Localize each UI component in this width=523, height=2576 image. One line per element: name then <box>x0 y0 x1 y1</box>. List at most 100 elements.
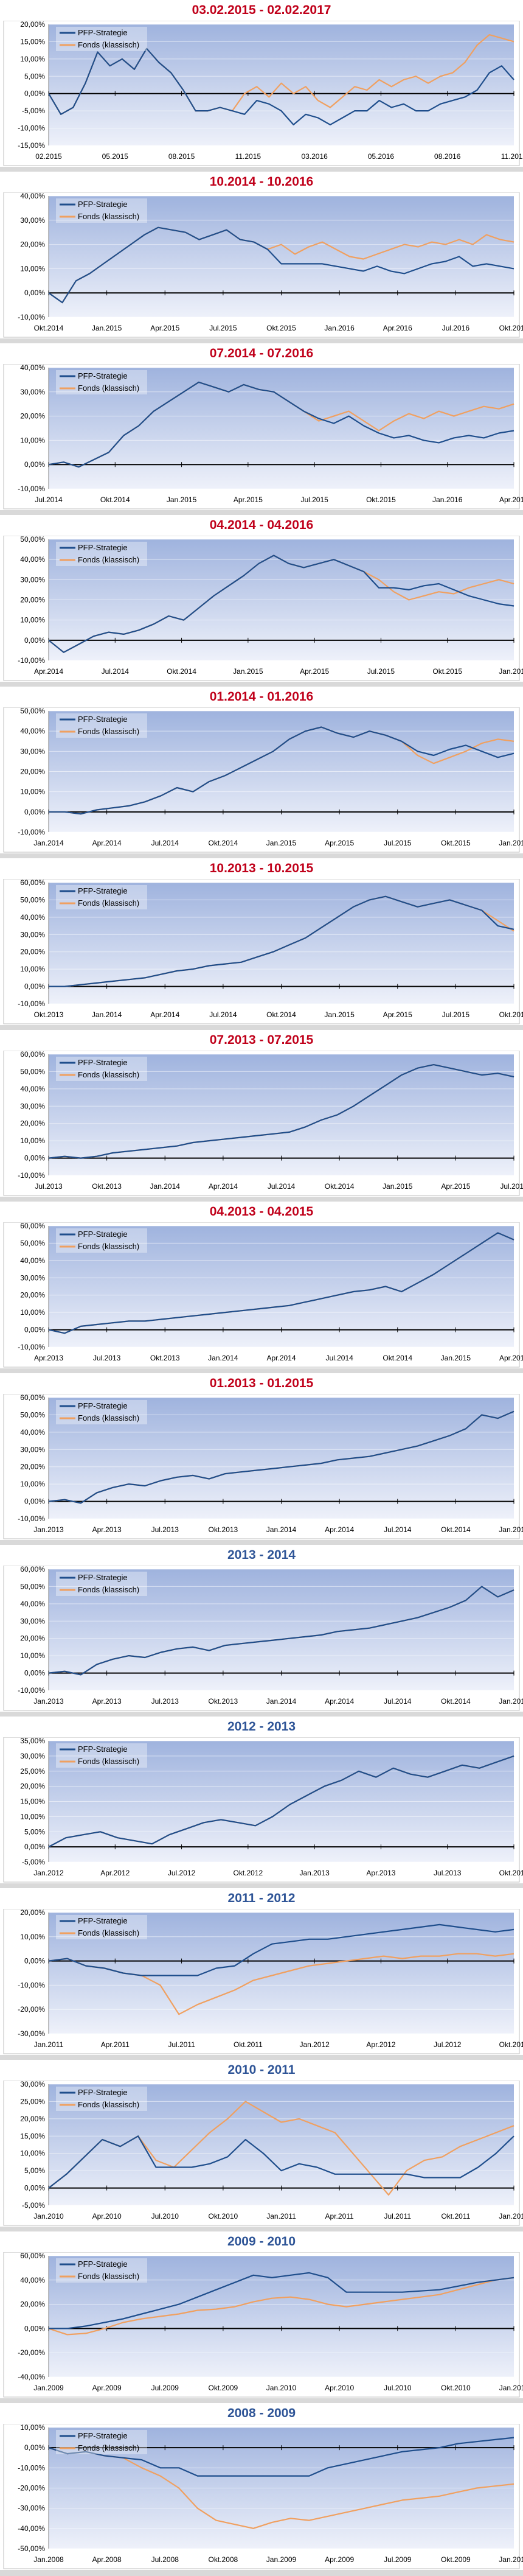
y-tick-label: 10,00% <box>20 788 45 796</box>
legend-box <box>56 1400 147 1424</box>
y-tick-label: 30,00% <box>20 747 45 755</box>
y-tick-label: 40,00% <box>20 364 45 372</box>
y-tick-label: 0,00% <box>24 636 45 645</box>
x-tick-label: 08.2016 <box>434 152 461 161</box>
y-tick-label: -40,00% <box>18 2524 45 2533</box>
x-tick-label: Jul.2014 <box>268 1182 296 1191</box>
x-tick-label: Jan.2015 <box>383 1182 413 1191</box>
line-chart: 10,00% 0,00% -10,00% -20,00% -30,00% -40,00% -… <box>3 2424 523 2569</box>
y-tick-label: 15,00% <box>20 37 45 46</box>
chart-panel: 10.2014 - 10.2016 40,00% 30,00% 20,00% 10,00… <box>0 172 523 338</box>
x-tick-label: Jul.2015 <box>442 1010 470 1019</box>
x-tick-label: Apr.2012 <box>366 2040 395 2049</box>
legend-label-pfp: PFP-Strategie <box>78 715 128 724</box>
legend-box <box>56 885 147 909</box>
series-line-pfp <box>48 1410 514 1504</box>
x-tick-label: Okt.2011 <box>234 2040 263 2049</box>
series-line-pfp <box>48 2135 514 2189</box>
legend-label-pfp: PFP-Strategie <box>78 543 128 552</box>
chart-title: 2010 - 2011 <box>227 2063 296 2077</box>
y-tick-label: 50,00% <box>20 707 45 715</box>
chart-title: 2009 - 2010 <box>227 2235 296 2249</box>
x-tick-label: Apr.2008 <box>92 2555 122 2564</box>
legend-box <box>56 713 147 738</box>
y-tick-label: 0,00% <box>24 1497 45 1506</box>
x-tick-label: Jan.2016 <box>324 324 355 332</box>
x-tick-label: Jul.2011 <box>168 2040 195 2049</box>
x-tick-label: Jan.2013 <box>33 1525 64 1534</box>
x-tick-label: Apr.2014 <box>150 1010 179 1019</box>
x-tick-label: Jan.2011 <box>499 2384 523 2392</box>
chart-title: 07.2014 - 07.2016 <box>209 346 314 360</box>
x-tick-label: Apr.2014 <box>209 1182 238 1191</box>
legend-label-fonds: Fonds (klassisch) <box>78 1070 139 1079</box>
legend: PFP-Strategie Fonds (klassisch) <box>56 885 147 909</box>
x-tick-label: Okt.2013 <box>499 1869 523 1877</box>
series-line-pfp <box>48 2437 514 2477</box>
x-tick-label: Jan.2013 <box>33 1697 64 1706</box>
y-tick-label: 10,00% <box>20 1651 45 1660</box>
y-tick-label: -50,00% <box>18 2544 45 2553</box>
legend-label-fonds: Fonds (klassisch) <box>78 40 139 49</box>
x-tick-label: Apr.2012 <box>100 1869 130 1877</box>
y-tick-label: 0,00% <box>24 2184 45 2193</box>
y-tick-label: 20,00% <box>20 21 45 29</box>
y-tick-label: 20,00% <box>20 1634 45 1643</box>
legend-label-fonds: Fonds (klassisch) <box>78 555 139 564</box>
y-tick-label: 10,00% <box>20 1812 45 1821</box>
y-tick-label: 0,00% <box>24 2443 45 2452</box>
x-tick-label: Jul.2014 <box>209 1010 237 1019</box>
y-tick-label: -40,00% <box>18 2373 45 2381</box>
chart-title: 10.2014 - 10.2016 <box>209 175 314 189</box>
x-tick-label: Jan.2015 <box>92 324 122 332</box>
chart-panel: 10.2013 - 10.2015 60,00% 50,00% 40,00% 30,00… <box>0 858 523 1025</box>
legend-box <box>56 198 147 223</box>
y-tick-label: 30,00% <box>20 575 45 584</box>
x-tick-label: Jul.2015 <box>500 1182 523 1191</box>
x-tick-label: Jul.2013 <box>434 1869 462 1877</box>
y-tick-label: 10,00% <box>20 616 45 625</box>
y-tick-label: -20,00% <box>18 2484 45 2493</box>
y-tick-label: 10,00% <box>20 2424 45 2432</box>
chart-panel: 04.2014 - 04.2016 50,00% 40,00% 30,00% 20,00… <box>0 515 523 682</box>
y-tick-label: 20,00% <box>20 1909 45 1917</box>
legend-label-pfp: PFP-Strategie <box>78 1745 128 1754</box>
y-tick-label: 50,00% <box>20 1410 45 1419</box>
y-tick-label: 20,00% <box>20 412 45 421</box>
x-tick-label: Okt.2015 <box>499 1010 523 1019</box>
line-chart: 60,00% 50,00% 40,00% 30,00% 20,00% 10,00% 0,00… <box>3 1566 523 1711</box>
y-tick-label: 40,00% <box>20 727 45 735</box>
series-line-pfp <box>48 226 514 304</box>
x-tick-label: Jan.2010 <box>499 2555 523 2564</box>
y-tick-label: 50,00% <box>20 895 45 904</box>
y-tick-label: 25,00% <box>20 1767 45 1776</box>
plot-area <box>49 196 514 317</box>
y-tick-label: 10,00% <box>20 1933 45 1941</box>
legend: PFP-Strategie Fonds (klassisch) <box>56 542 147 566</box>
line-chart: 60,00% 50,00% 40,00% 30,00% 20,00% 10,00% 0,00… <box>3 1051 523 1196</box>
chart-panel: 07.2013 - 07.2015 60,00% 50,00% 40,00% 30,00… <box>0 1030 523 1197</box>
x-tick-label: Jul.2014 <box>384 1525 412 1534</box>
y-tick-label: -10,00% <box>18 2463 45 2472</box>
line-chart: 60,00% 40,00% 20,00% 0,00% -20,00% -40,00% Jan… <box>3 2252 523 2398</box>
x-tick-label: 08.2015 <box>168 152 195 161</box>
y-tick-label: -20,00% <box>18 2005 45 2014</box>
x-tick-label: Okt.2008 <box>209 2555 238 2564</box>
chart-title: 07.2013 - 07.2015 <box>209 1033 314 1047</box>
plot-area <box>49 2084 514 2205</box>
legend-label-fonds: Fonds (klassisch) <box>78 1757 139 1766</box>
x-tick-label: Apr.2016 <box>383 324 412 332</box>
x-tick-label: Jan.2015 <box>499 1697 523 1706</box>
y-tick-label: -10,00% <box>18 1343 45 1351</box>
legend-box <box>56 1228 147 1253</box>
series-line-pfp <box>49 2272 514 2329</box>
y-tick-label: 30,00% <box>20 1273 45 1282</box>
y-tick-label: 0,00% <box>24 808 45 816</box>
x-tick-label: Apr.2015 <box>234 495 263 504</box>
legend-box <box>56 1057 147 1081</box>
y-tick-label: 10,00% <box>20 436 45 444</box>
x-tick-label: Okt.2015 <box>432 667 462 676</box>
y-tick-label: -10,00% <box>18 1981 45 1989</box>
legend-label-fonds: Fonds (klassisch) <box>78 2100 139 2109</box>
x-tick-label: Jan.2011 <box>266 2212 296 2221</box>
